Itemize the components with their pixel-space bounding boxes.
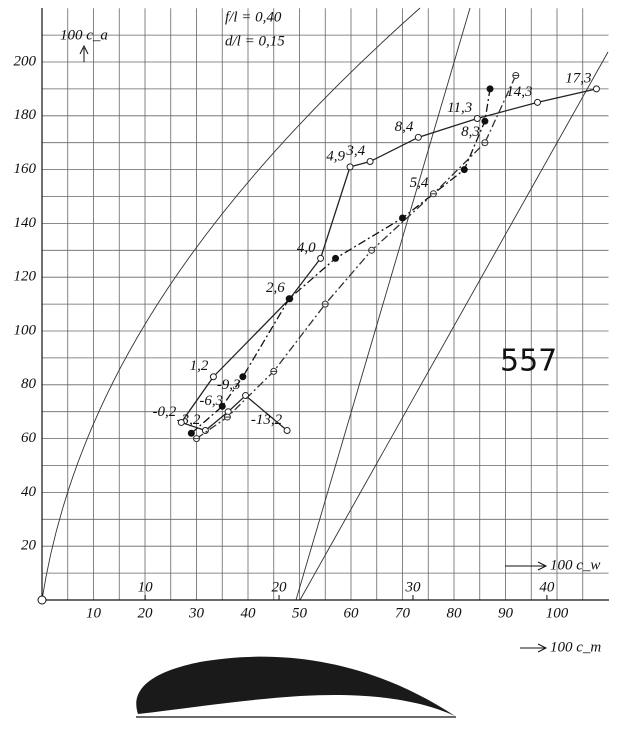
x-tick-label: 20 [138, 605, 154, 621]
x-tick-label: 100 [546, 605, 569, 621]
x-tick-label: 60 [344, 605, 360, 621]
point-label: -13,2 [251, 412, 283, 428]
point [201, 427, 209, 435]
point-label: 11,3 [447, 100, 472, 116]
point [486, 85, 494, 93]
point-label: 2,6 [266, 280, 285, 296]
point-label: -9,3 [217, 377, 241, 393]
y-tick-label: 140 [14, 215, 37, 231]
point-label: -6,3 [199, 393, 223, 409]
construction-line [295, 7, 471, 601]
x-tick-label: 80 [447, 605, 463, 621]
x-tick-label: 30 [188, 605, 205, 621]
point-label: 8,3 [461, 124, 480, 140]
x-tick-label: 40 [241, 605, 257, 621]
y-tick-label: 60 [21, 430, 37, 446]
x-tick-label: 70 [395, 605, 411, 621]
point [332, 254, 340, 262]
point-label: 4,9 [326, 148, 345, 164]
point [283, 427, 291, 435]
point-label: 17,3 [565, 70, 591, 86]
point-label: 1,2 [190, 358, 209, 374]
point [481, 117, 489, 125]
point [473, 114, 481, 122]
point [239, 373, 247, 381]
x-axis-label: 100 c_m [550, 639, 601, 655]
x2-tick-label: 10 [138, 579, 154, 595]
x2-tick-label: 20 [272, 579, 288, 595]
point-label: 5,4 [410, 175, 429, 191]
point [317, 254, 325, 262]
point [414, 133, 422, 141]
point [592, 85, 600, 93]
airfoil [136, 656, 455, 716]
point [187, 429, 195, 437]
x-tick-label: 10 [86, 605, 102, 621]
point-label: 4,0 [297, 240, 316, 256]
point [534, 98, 542, 106]
point [460, 166, 468, 174]
arrow [520, 643, 548, 653]
series-line [196, 75, 517, 440]
y-tick-label: 80 [21, 376, 37, 392]
figure-number: 557 [500, 344, 557, 379]
x2-tick-label: 30 [404, 579, 421, 595]
y-tick-label: 40 [21, 484, 37, 500]
annotation: f/l = 0,40 [225, 9, 282, 25]
point [285, 295, 293, 303]
point [218, 402, 226, 410]
envelope-curve [41, 7, 421, 601]
y-tick-label: 100 [14, 322, 37, 338]
y-tick-label: 120 [14, 269, 37, 285]
y-tick-label: 200 [14, 53, 37, 69]
arrow [79, 44, 89, 62]
x2-axis-label: 100 c_w [550, 557, 600, 573]
point [346, 163, 354, 171]
point [366, 158, 374, 166]
arrow [505, 561, 548, 571]
point-label: 14,3 [506, 84, 532, 100]
y-tick-label: 20 [21, 538, 37, 554]
series-line [180, 88, 597, 432]
point [209, 373, 217, 381]
point [177, 418, 185, 426]
x2-tick-label: 40 [539, 579, 555, 595]
point-label: -0,2 [153, 404, 177, 420]
annotation: d/l = 0,15 [225, 33, 285, 49]
point-label: 8,4 [395, 119, 414, 135]
origin [37, 595, 47, 605]
grid [42, 8, 609, 600]
y-tick-label: 180 [14, 107, 37, 123]
x-tick-label: 90 [498, 605, 514, 621]
y-tick-label: 160 [14, 161, 37, 177]
x-tick-label: 50 [292, 605, 308, 621]
point-label: 3,4 [345, 143, 365, 159]
point [399, 214, 406, 222]
y-axis-label: 100 c_a [60, 27, 108, 43]
construction-line [299, 51, 609, 601]
